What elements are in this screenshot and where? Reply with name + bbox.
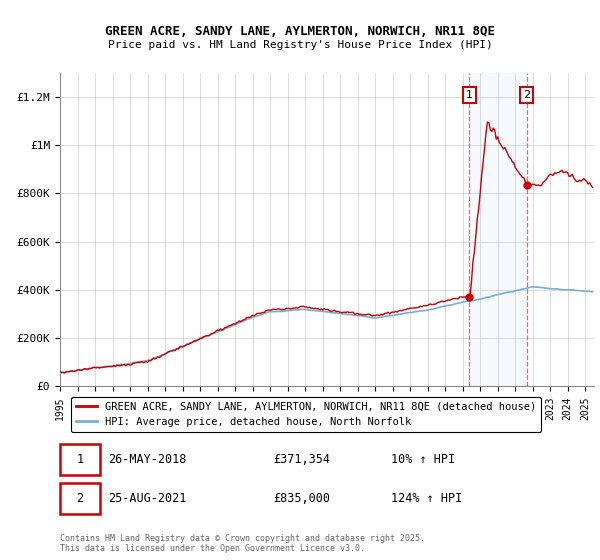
Text: 26-MAY-2018: 26-MAY-2018 — [108, 452, 187, 466]
Text: 2: 2 — [523, 90, 530, 100]
Text: GREEN ACRE, SANDY LANE, AYLMERTON, NORWICH, NR11 8QE: GREEN ACRE, SANDY LANE, AYLMERTON, NORWI… — [105, 25, 495, 38]
Text: 25-AUG-2021: 25-AUG-2021 — [108, 492, 187, 505]
Text: 1: 1 — [466, 90, 473, 100]
Text: 1: 1 — [76, 452, 83, 466]
Text: 2: 2 — [76, 492, 83, 505]
Text: £835,000: £835,000 — [274, 492, 331, 505]
FancyBboxPatch shape — [60, 444, 100, 475]
Legend: GREEN ACRE, SANDY LANE, AYLMERTON, NORWICH, NR11 8QE (detached house), HPI: Aver: GREEN ACRE, SANDY LANE, AYLMERTON, NORWI… — [71, 396, 541, 432]
Text: £371,354: £371,354 — [274, 452, 331, 466]
Text: Price paid vs. HM Land Registry's House Price Index (HPI): Price paid vs. HM Land Registry's House … — [107, 40, 493, 50]
Text: 124% ↑ HPI: 124% ↑ HPI — [391, 492, 463, 505]
Text: 10% ↑ HPI: 10% ↑ HPI — [391, 452, 455, 466]
Bar — [469, 73, 527, 386]
Text: Contains HM Land Registry data © Crown copyright and database right 2025.
This d: Contains HM Land Registry data © Crown c… — [60, 534, 425, 553]
FancyBboxPatch shape — [60, 483, 100, 514]
